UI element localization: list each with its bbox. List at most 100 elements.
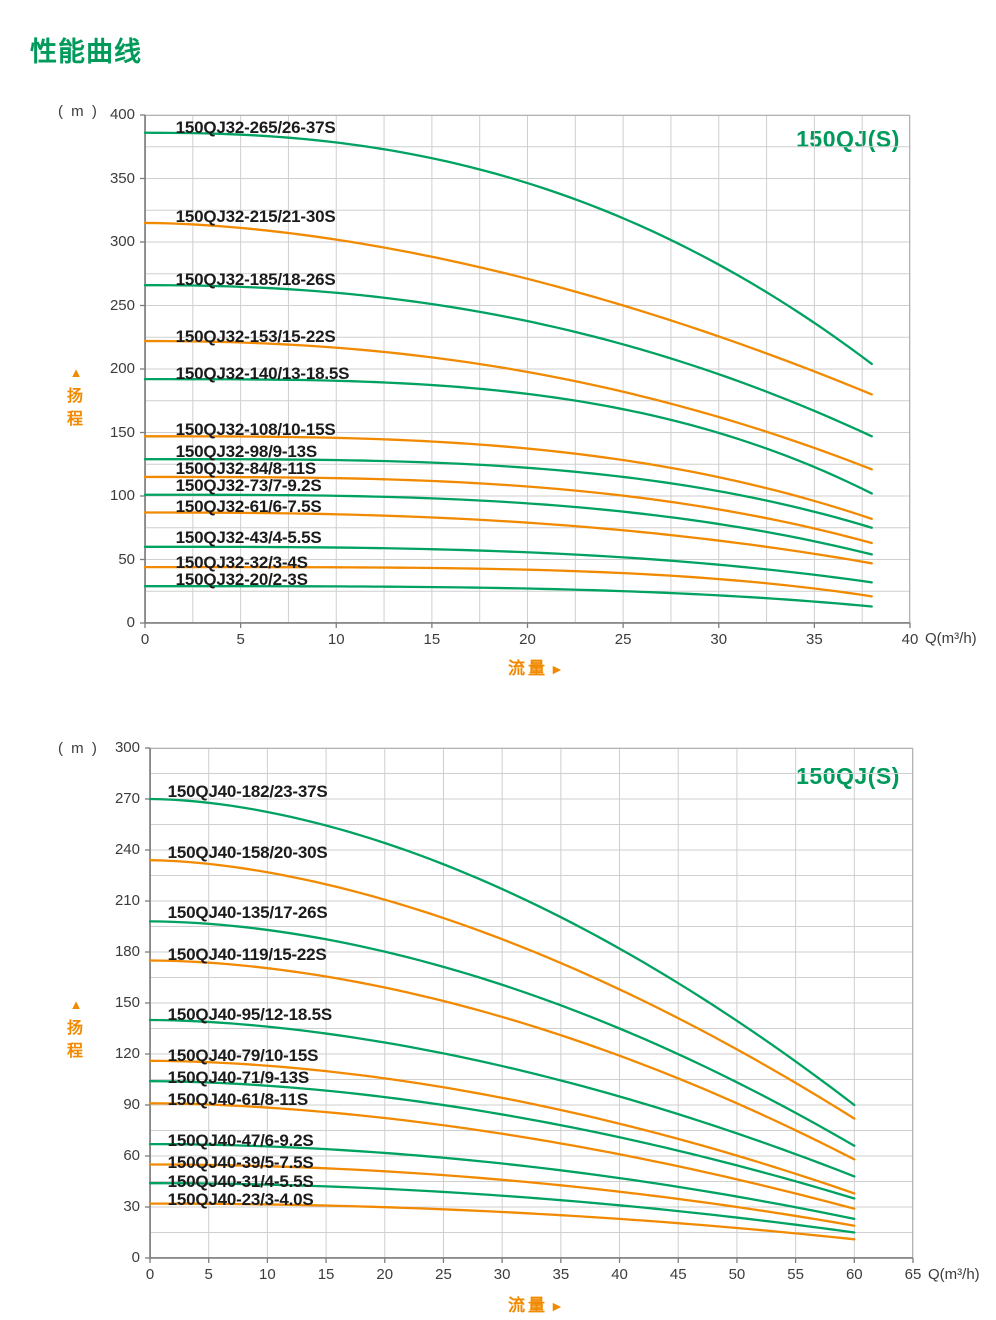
pump-curve <box>148 859 856 1120</box>
x-tick-label: 60 <box>845 1266 863 1283</box>
curve-label: 150QJ40-79/10-15S <box>167 1045 319 1065</box>
y-tick-label: 100 <box>109 487 135 504</box>
y-tick-label: 270 <box>114 790 140 807</box>
plot-area <box>140 114 911 628</box>
chart-canvas <box>145 747 914 1263</box>
y-tick-label: 250 <box>109 296 135 314</box>
x-tick-label: 5 <box>204 1266 213 1283</box>
y-axis-title-text: 扬程 <box>66 388 83 428</box>
y-tick-label: 180 <box>114 943 140 960</box>
curve-label: 150QJ40-23/3-4.0S <box>167 1190 314 1210</box>
x-tick-label: 15 <box>317 1266 335 1283</box>
x-tick-label: 50 <box>728 1266 746 1283</box>
y-tick-label: 90 <box>123 1096 140 1113</box>
pump-curve <box>148 1080 856 1200</box>
curve-label: 150QJ32-185/18-26S <box>175 270 336 290</box>
x-tick-label: 25 <box>614 631 632 648</box>
chart-series-title: 150QJ(S) <box>796 126 900 152</box>
curve-label: 150QJ32-98/9-13S <box>175 442 318 462</box>
y-tick-label: 240 <box>114 841 140 858</box>
pump-curve <box>143 565 873 598</box>
pump-curve <box>148 1018 856 1178</box>
x-axis-title: 流量 ► <box>508 1291 564 1316</box>
x-axis-title: 流量 ► <box>508 654 564 679</box>
x-tick-label: 20 <box>376 1266 394 1283</box>
y-tick-label: 0 <box>131 1249 140 1266</box>
curve-label: 150QJ32-73/7-9.2S <box>175 476 322 496</box>
y-tick-label: 60 <box>123 1147 140 1164</box>
curve-label: 150QJ32-84/8-11S <box>175 459 317 479</box>
plot-area <box>145 747 914 1263</box>
pump-curve <box>143 458 873 529</box>
x-tick-label: 0 <box>145 1266 155 1283</box>
pump-curve <box>148 1142 856 1221</box>
x-axis-title-text: 流量 <box>508 659 548 678</box>
right-triangle-icon: ► <box>550 661 564 677</box>
x-tick-label: 40 <box>611 1266 628 1283</box>
x-tick-label: 45 <box>669 1266 687 1283</box>
x-axis-unit-label: Q(m³/h) <box>928 1266 980 1283</box>
pump-curve <box>143 284 873 438</box>
pump-curve <box>143 221 873 396</box>
curve-label: 150QJ40-61/8-11S <box>167 1089 309 1109</box>
pump-curve <box>148 797 856 1107</box>
y-axis-title: ▲ 扬程 <box>66 997 86 1063</box>
curve-label: 150QJ32-215/21-30S <box>175 206 336 226</box>
y-tick-label: 30 <box>123 1198 140 1215</box>
pump-curve <box>148 959 856 1161</box>
y-tick-label: 300 <box>109 233 135 250</box>
y-axis-title: ▲ 扬程 <box>66 365 86 431</box>
x-axis-unit-label: Q(m³/h) <box>925 630 977 647</box>
x-tick-label: 25 <box>435 1266 452 1283</box>
x-tick-label: 10 <box>327 631 345 648</box>
x-tick-label: 5 <box>236 631 245 648</box>
pump-curve <box>143 378 873 495</box>
curve-label: 150QJ32-61/6-7.5S <box>175 497 322 517</box>
x-tick-label: 0 <box>140 631 150 648</box>
y-tick-label: 200 <box>109 360 135 377</box>
pump-curve <box>143 131 873 366</box>
curve-label: 150QJ40-119/15-22S <box>167 945 327 965</box>
pump-curve <box>148 1182 856 1234</box>
y-axis-unit-label: ( m ) <box>58 103 99 120</box>
x-tick-label: 35 <box>806 631 823 648</box>
pump-curve <box>143 511 873 565</box>
x-tick-label: 15 <box>423 631 441 648</box>
chart-canvas <box>140 114 911 628</box>
pump-curve <box>143 339 873 471</box>
x-tick-label: 20 <box>519 631 536 648</box>
curve-label: 150QJ32-20/2-3S <box>175 569 308 589</box>
curve-label: 150QJ32-265/26-37S <box>175 117 336 137</box>
chart-series-title: 150QJ(S) <box>796 763 900 789</box>
curve-label: 150QJ32-32/3-4S <box>175 552 308 572</box>
y-axis-unit-label: ( m ) <box>58 740 99 757</box>
curve-label: 150QJ32-153/15-22S <box>175 327 336 347</box>
pump-curve <box>148 920 856 1147</box>
curve-label: 150QJ40-95/12-18.5S <box>167 1004 333 1024</box>
curve-label: 150QJ40-39/5-7.5S <box>167 1152 314 1172</box>
pump-curve <box>143 435 873 521</box>
y-tick-label: 50 <box>118 550 135 568</box>
curve-label: 150QJ40-158/20-30S <box>167 843 328 863</box>
x-axis-title-text: 流量 <box>508 1296 548 1315</box>
y-tick-label: 0 <box>126 614 135 631</box>
y-tick-label: 120 <box>114 1045 140 1062</box>
x-tick-label: 30 <box>710 631 728 648</box>
x-tick-label: 35 <box>552 1266 570 1283</box>
curve-label: 150QJ40-71/9-13S <box>167 1067 310 1087</box>
pump-curve <box>148 1059 856 1195</box>
pump-curve <box>148 1102 856 1210</box>
y-tick-label: 300 <box>114 739 140 756</box>
y-tick-label: 150 <box>114 994 140 1011</box>
curve-label: 150QJ32-140/13-18.5S <box>175 364 350 384</box>
y-tick-label: 150 <box>109 423 135 441</box>
curve-label: 150QJ40-31/4-5.5S <box>167 1171 314 1191</box>
curve-label: 150QJ40-182/23-37S <box>167 782 328 802</box>
y-tick-label: 400 <box>109 106 135 123</box>
x-tick-label: 65 <box>904 1266 922 1283</box>
right-triangle-icon: ► <box>550 1298 564 1314</box>
page-title: 性能曲线 <box>30 37 142 67</box>
y-tick-label: 350 <box>109 169 135 187</box>
pump-curve <box>148 1202 856 1241</box>
